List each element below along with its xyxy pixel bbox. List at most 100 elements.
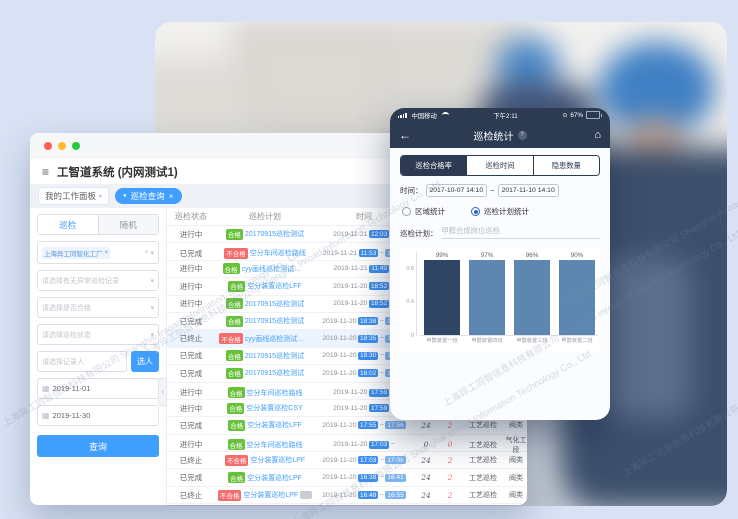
end-time-badge: 16:55 <box>385 491 406 500</box>
orientation-lock-icon: ⊙ <box>562 112 568 119</box>
status-select[interactable]: 请选择巡检状态 ▾ <box>37 324 159 345</box>
plan-cell: 合格 空分装置巡检LFF <box>215 280 315 292</box>
bar-value-label: 96% <box>525 252 539 259</box>
date-text: 2019-11-20 <box>333 404 368 412</box>
plan-link[interactable]: 20170915巡检测试 <box>244 318 305 326</box>
plan-link[interactable]: 空分装置巡检LPF <box>250 457 306 465</box>
status-cell: 已完成 <box>179 248 203 258</box>
tab-random[interactable]: 随机 <box>97 215 158 234</box>
table-row[interactable]: 进行中 合格 空分车间巡检路线 2019-11-20 17:03 ~0 0 工艺巡检 气化工段 <box>167 435 527 454</box>
tab-inspection[interactable]: 巡检 <box>38 215 98 234</box>
radio-plan-stats[interactable]: 巡检计划统计 <box>471 206 529 217</box>
chip-close-icon[interactable]: × <box>104 249 109 256</box>
abnormal-cell: 2 <box>447 455 453 465</box>
tilde: ~ <box>379 474 384 482</box>
date-text: 2019-11-20 <box>322 335 357 343</box>
end-time-badge: 17:56 <box>385 421 406 430</box>
maximize-window-icon[interactable] <box>72 142 80 150</box>
back-icon[interactable]: ← <box>399 128 411 142</box>
plan-link[interactable]: 空分车间巡检路线 <box>246 441 303 449</box>
bar[interactable] <box>514 260 550 335</box>
plan-link[interactable]: 20170915巡检测试 <box>244 370 305 378</box>
segment-2[interactable]: 隐患数量 <box>532 156 599 175</box>
status-cell: 进行中 <box>179 264 203 274</box>
pick-person-button[interactable]: 选人 <box>131 351 159 372</box>
home-icon[interactable]: ⌂ <box>594 129 601 141</box>
start-time-badge: 18:52 <box>368 299 390 308</box>
section-cell: 气化工段 <box>505 436 527 454</box>
recorder-input[interactable]: 请选择记录人 <box>37 351 127 372</box>
factory-select[interactable]: 上海异工同智化工厂 × × ▾ <box>37 241 159 264</box>
segment-1[interactable]: 巡检时间 <box>466 156 533 175</box>
plan-link[interactable]: cyy画线巡检测试计划 <box>241 265 308 273</box>
plan-cell: 不合格 cyy画线巡检测试计划 <box>215 333 315 345</box>
segmented-control: 巡检合格率 巡检时间 隐患数量 <box>400 155 600 176</box>
bar-group: 96% 甲醇装置三班 <box>514 252 550 344</box>
table-row[interactable]: 已终止 不合格 空分装置巡检LPF 2019-11-20 17:03 ~17:06 24 2 工… <box>167 452 527 470</box>
plan-link[interactable]: 20170915巡检测试 <box>244 231 305 239</box>
date-text: 2019-11-20 <box>322 491 357 499</box>
x-tick-label: 甲醇装置二班 <box>561 338 593 344</box>
bar-value-label: 99% <box>435 252 449 259</box>
date-text: 2019-11-20 <box>333 441 368 449</box>
plan-value-input[interactable]: 甲醇合成岗位巡检 <box>441 226 600 239</box>
plan-link[interactable]: cyy画线巡检测试计划 <box>244 335 311 343</box>
tab-my-workpanel-label: 我的工作面板 <box>45 191 97 201</box>
plan-link[interactable]: 空分车间巡检路线 <box>249 250 306 258</box>
plan-link[interactable]: 空分装置巡检CSY <box>246 405 303 413</box>
plan-cell: 合格 20170915巡检测试 <box>215 315 315 327</box>
tab-inspection-query[interactable]: ● 巡检查询 × <box>115 188 182 204</box>
abnormal-record-placeholder: 请选择有无异常巡检记录 <box>42 277 119 285</box>
date-text: 2019-11-20 <box>322 456 357 464</box>
collapse-panel-handle[interactable]: ‹ <box>158 378 167 406</box>
plan-link[interactable]: 空分车间巡检路线 <box>246 389 303 397</box>
time-from-input[interactable]: 2017-10-07 14:10 <box>425 184 488 197</box>
start-time-badge: 17:59 <box>368 388 390 397</box>
tab-my-workpanel[interactable]: 我的工作面板 ▾ <box>38 187 110 205</box>
help-icon[interactable]: ? <box>517 130 527 140</box>
factory-chip-label: 上海异工同智化工厂 <box>44 250 103 258</box>
bar[interactable] <box>559 260 595 335</box>
tilde: ~ <box>390 441 395 449</box>
abnormal-record-select[interactable]: 请选择有无异常巡检记录 ▾ <box>37 270 159 291</box>
battery-icon <box>586 111 602 119</box>
qualified-select[interactable]: 请选择是否合格 ▾ <box>37 297 159 318</box>
bar[interactable] <box>424 260 460 335</box>
start-date-input[interactable]: ▦ 2019-11-01 <box>37 378 159 399</box>
plan-link[interactable]: 空分装置巡检LPF <box>247 474 302 482</box>
y-tick-label: 0.4 <box>406 299 414 306</box>
plan-link[interactable]: 20170915巡检测试 <box>244 300 305 308</box>
search-button[interactable]: 查询 <box>37 435 159 457</box>
close-window-icon[interactable] <box>44 142 52 150</box>
menu-icon[interactable]: ≡ <box>42 164 50 179</box>
table-row[interactable]: 已终止 不合格 空分装置巡检LPF 2019-11-20 16:48 ~16:55 24 2 工… <box>167 487 527 505</box>
factory-chip[interactable]: 上海异工同智化工厂 × <box>42 246 111 259</box>
close-tab-icon[interactable]: × <box>168 191 174 201</box>
table-row[interactable]: 已完成 合格 空分装置巡检LPF 2019-11-20 16:38 ~16:41 24 2 工艺… <box>167 469 527 487</box>
radio-unselected-icon <box>402 207 411 216</box>
start-time-badge: 11:49 <box>369 264 389 273</box>
segment-0[interactable]: 巡检合格率 <box>401 156 467 175</box>
table-row[interactable]: 已完成 合格 空分装置巡检LFF 2019-11-20 17:55 ~17:56 24 2 工艺… <box>167 417 527 435</box>
time-to-input[interactable]: 2017-11-10 14:10 <box>497 184 559 197</box>
chevron-down-icon: ▾ <box>150 304 154 312</box>
plan-cell: 合格 空分装置巡检LPF <box>215 472 315 484</box>
clear-icon[interactable]: × <box>144 249 149 256</box>
page-title: 工智道系统 (内网测试1) <box>57 166 178 179</box>
plan-cell: 合格 20170915巡检测试 <box>215 367 315 379</box>
phone-mockup: 中国移动 下午2:11 ⊙ 67% ← 巡检统计 ? ⌂ 巡检合格率 巡检时间 隐患… <box>390 108 610 420</box>
missed-cell: 24 <box>421 420 431 430</box>
plan-link[interactable]: 空分装置巡检LPF <box>243 492 299 500</box>
bar[interactable] <box>469 260 505 335</box>
radio-area-stats[interactable]: 区域统计 <box>402 206 445 217</box>
filter-panel: 巡检 随机 上海异工同智化工厂 × × ▾ 请选择有无异常巡检记录 ▾ 请选择是 <box>30 208 167 505</box>
end-date-input[interactable]: ▦ 2019-11-30 <box>37 405 159 426</box>
minimize-window-icon[interactable] <box>58 142 66 150</box>
plan-link[interactable]: 空分装置巡检LFF <box>247 283 302 291</box>
start-time-badge: 17:55 <box>358 421 379 430</box>
plan-link[interactable]: 20170915巡检测试 <box>244 352 305 360</box>
status-cell: 已完成 <box>179 368 203 378</box>
plan-link[interactable]: 空分装置巡检LFF <box>247 422 302 430</box>
start-time-badge: 18:52 <box>368 282 390 291</box>
